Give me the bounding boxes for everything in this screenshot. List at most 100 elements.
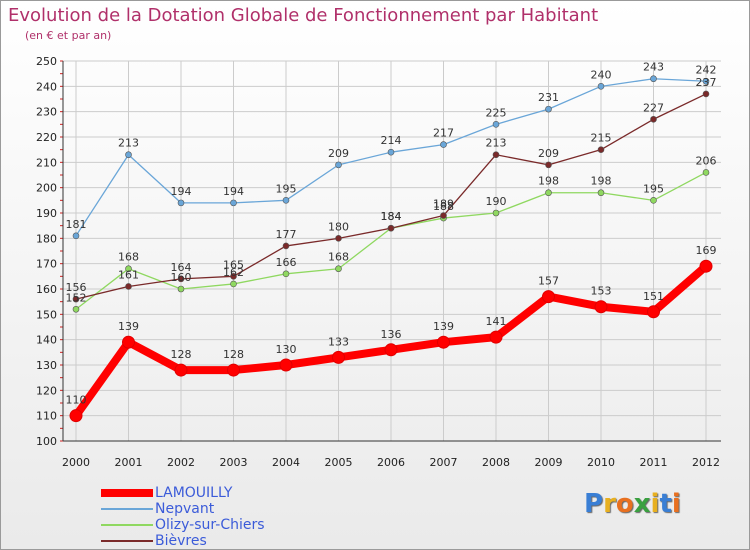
data-point — [177, 275, 185, 283]
x-tick-label: 2002 — [167, 456, 195, 469]
data-labels: 181 213 194 194 195 209 214 217 225 231 240 243 242 1… — [66, 61, 717, 407]
data-point — [597, 146, 605, 153]
data-point — [702, 90, 710, 98]
data-point — [440, 141, 447, 148]
data-label: 136 — [381, 328, 402, 341]
data-label: 243 — [643, 61, 664, 74]
data-label: 194 — [223, 185, 244, 198]
y-tick-label: 230 — [36, 106, 57, 119]
legend-swatch-lamouilly — [101, 489, 153, 497]
data-point — [699, 259, 713, 273]
logo-letter: t — [659, 489, 672, 519]
data-point — [125, 283, 132, 290]
data-point — [177, 199, 185, 207]
proxiti-logo: Proxiti — [584, 489, 681, 519]
data-point — [72, 232, 80, 240]
data-point — [227, 363, 240, 377]
data-point — [545, 189, 552, 197]
data-label: 139 — [118, 320, 139, 333]
data-point — [489, 330, 503, 344]
data-label: 188 — [433, 200, 454, 213]
y-tick-label: 200 — [36, 182, 57, 195]
data-label: 198 — [538, 175, 559, 188]
data-point — [384, 343, 398, 357]
x-tick-label: 2009 — [535, 456, 563, 469]
y-tick-label: 130 — [36, 359, 57, 372]
x-tick-label: 2005 — [325, 456, 353, 469]
data-point — [594, 300, 608, 314]
data-label: 237 — [696, 76, 717, 89]
y-tick-label: 190 — [36, 207, 57, 220]
data-point — [597, 189, 605, 197]
data-point — [335, 161, 342, 169]
data-label: 215 — [591, 132, 612, 145]
axes — [60, 60, 721, 442]
legend-label-bievres: Bièvres — [155, 533, 207, 549]
data-label: 195 — [643, 182, 664, 195]
y-tick-label: 150 — [36, 308, 57, 321]
data-label: 128 — [223, 348, 244, 361]
data-label: 153 — [591, 285, 612, 298]
logo-letter: i — [650, 489, 660, 519]
data-label: 128 — [171, 348, 192, 361]
logo-letter: x — [633, 489, 651, 519]
data-label: 213 — [118, 137, 139, 150]
x-tick-label: 2010 — [587, 456, 615, 469]
data-point — [492, 121, 500, 128]
data-point — [545, 105, 552, 113]
series-points — [69, 75, 713, 423]
data-point — [282, 242, 290, 250]
data-label: 231 — [538, 91, 559, 104]
data-label: 184 — [381, 210, 402, 223]
data-label: 130 — [276, 343, 297, 356]
logo-letter: r — [603, 489, 616, 519]
data-point — [387, 148, 395, 156]
data-point — [174, 363, 188, 377]
data-label: 110 — [66, 394, 87, 407]
logo-letter: i — [671, 489, 681, 519]
data-point — [72, 305, 80, 313]
legend-swatch-nepvant — [101, 508, 153, 510]
data-label: 209 — [328, 147, 349, 160]
legend-label-nepvant: Nepvant — [155, 501, 215, 517]
data-point — [702, 77, 710, 85]
data-label: 168 — [118, 251, 139, 264]
data-label: 164 — [171, 261, 192, 274]
data-label: 166 — [276, 256, 297, 269]
data-label: 242 — [696, 63, 717, 76]
y-tick-label: 180 — [36, 232, 57, 245]
data-point — [545, 161, 552, 169]
data-point — [282, 270, 290, 278]
data-point — [177, 285, 185, 293]
logo-letter: o — [615, 489, 634, 519]
data-point — [332, 350, 345, 364]
data-label: 240 — [591, 68, 612, 81]
data-label: 133 — [328, 335, 349, 348]
chart-subtitle: (en € et par an) — [25, 29, 112, 42]
data-label: 195 — [276, 182, 297, 195]
x-tick-label: 2003 — [220, 456, 248, 469]
data-point — [125, 265, 132, 273]
x-tick-label: 2006 — [377, 456, 405, 469]
data-label: 165 — [223, 258, 244, 271]
x-tick-labels: 2000 2001 2002 2003 2004 2005 2006 2007 2008 2009… — [62, 456, 720, 469]
data-label: 206 — [696, 154, 717, 167]
data-point — [387, 224, 395, 232]
y-tick-label: 210 — [36, 156, 57, 169]
data-label: 160 — [171, 271, 192, 284]
data-label: 162 — [223, 266, 244, 279]
y-tick-label: 250 — [36, 55, 57, 68]
y-tick-label: 160 — [36, 283, 57, 296]
x-tick-label: 2004 — [272, 456, 300, 469]
grid-lines — [63, 60, 721, 442]
data-label: 217 — [433, 127, 454, 140]
data-label: 139 — [433, 320, 454, 333]
data-point — [492, 151, 500, 159]
legend-swatch-olizy — [101, 524, 153, 526]
data-label: 209 — [538, 147, 559, 160]
y-tick-label: 220 — [36, 131, 57, 144]
data-label: 181 — [66, 218, 87, 231]
data-point — [69, 409, 83, 423]
